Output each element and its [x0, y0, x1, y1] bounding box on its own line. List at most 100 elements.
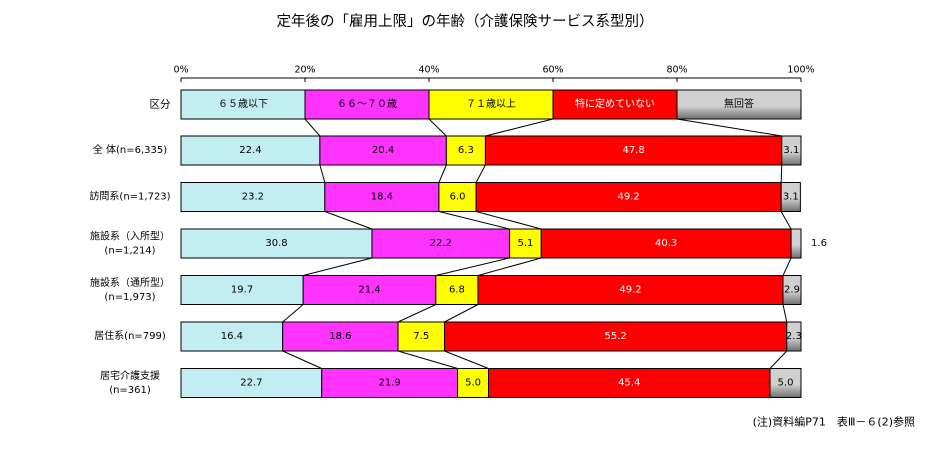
data-label: 19.7 — [231, 285, 253, 296]
bar-segment — [324, 182, 440, 212]
bar-segment — [321, 368, 459, 398]
chart-title: 定年後の「雇用上限」の年齢（介護保険サービス系型別） — [277, 13, 654, 30]
bar-segment — [475, 182, 782, 212]
bar-segment — [769, 368, 802, 398]
data-label: 5.0 — [465, 378, 481, 389]
connector-line — [324, 211, 373, 230]
connector-line — [282, 350, 322, 369]
bar-segment — [435, 275, 479, 305]
connector-line — [676, 118, 782, 137]
x-tick-label: 100% — [787, 65, 814, 76]
legend-swatch — [552, 89, 678, 120]
legend-row-label: 区分 — [150, 99, 171, 111]
connector-line — [780, 164, 783, 183]
legend-entry: ６６～７０歳 — [337, 98, 397, 110]
connector-line — [435, 257, 510, 276]
data-label: 22.7 — [240, 378, 262, 389]
category-label: 施設系（入所型） — [90, 230, 170, 243]
bar-segment — [302, 275, 437, 305]
bar-segment — [457, 368, 490, 398]
connector-line — [769, 350, 788, 369]
bar-segment — [540, 228, 792, 259]
category-label: (n=361) — [109, 385, 151, 396]
x-tick-label: 0% — [173, 65, 188, 76]
x-tick-label: 60% — [542, 65, 563, 76]
connector-line — [428, 118, 447, 137]
data-label: 2.9 — [784, 285, 800, 296]
connector-line — [444, 304, 479, 323]
data-label: 18.4 — [371, 192, 393, 203]
legend-swatch — [180, 89, 306, 120]
category-label: (n=1,214) — [104, 246, 155, 257]
bar-segment — [781, 135, 802, 166]
connector-line — [304, 118, 321, 137]
data-label: 3.1 — [783, 192, 799, 203]
bar-segment — [180, 368, 323, 398]
category-label: 居宅介護支援 — [100, 369, 160, 382]
data-label: 22.2 — [430, 238, 452, 249]
data-label: 23.2 — [242, 192, 264, 203]
data-label: 6.0 — [450, 192, 466, 203]
connector-line — [282, 304, 304, 323]
data-label: 21.4 — [358, 285, 380, 296]
connector-line — [782, 257, 792, 276]
legend-swatch — [304, 89, 430, 120]
connector-line — [444, 350, 489, 369]
data-label: 1.6 — [811, 238, 827, 249]
connector-line — [438, 211, 510, 230]
data-label: 20.4 — [372, 145, 394, 156]
connector-line — [485, 118, 554, 137]
connector-line — [303, 257, 373, 276]
data-label: 6.3 — [458, 145, 474, 156]
connector-line — [475, 211, 542, 230]
legend-entry: ６５歳以下 — [218, 98, 268, 110]
data-label: 55.2 — [604, 331, 626, 342]
connector-line — [477, 257, 542, 276]
connector-line — [780, 211, 792, 230]
bar-segment — [790, 228, 802, 259]
data-label: 7.5 — [413, 331, 429, 342]
category-label: 施設系（通所型） — [90, 276, 170, 289]
connector-line — [782, 304, 788, 323]
legend-swatch — [428, 89, 554, 120]
bar-segment — [180, 275, 304, 305]
data-label: 3.1 — [783, 145, 799, 156]
category-label: 居住系(n=799) — [94, 329, 166, 342]
data-label: 47.8 — [622, 145, 644, 156]
legend-swatch — [676, 89, 802, 120]
source-note: (注)資料編P71 表Ⅲ－６(2)参照 — [753, 415, 915, 429]
bar-segment — [484, 135, 783, 166]
connector-line — [397, 304, 437, 323]
bar-segment — [371, 228, 511, 259]
category-label: (n=1,973) — [104, 292, 155, 303]
connector-line — [475, 164, 486, 183]
connector-line — [438, 164, 447, 183]
x-tick-label: 40% — [418, 65, 439, 76]
bar-segment — [180, 182, 326, 212]
data-label: 16.4 — [221, 331, 243, 342]
bar-segment — [282, 321, 399, 352]
bar-segment — [782, 275, 802, 305]
bar-segment — [488, 368, 771, 398]
bar-segment — [180, 135, 321, 166]
bar-segment — [180, 321, 284, 352]
legend-entry: ７１歳以上 — [466, 98, 516, 110]
bar-segment — [180, 228, 373, 259]
connector-line — [397, 350, 458, 369]
data-label: 2.3 — [786, 331, 802, 342]
bar-segment — [509, 228, 542, 259]
data-label: 22.4 — [239, 145, 261, 156]
data-label: 49.2 — [619, 285, 641, 296]
legend-entry: 無回答 — [724, 97, 754, 110]
data-label: 5.1 — [517, 238, 533, 249]
legend-entry: 特に定めていない — [575, 97, 655, 110]
category-label: 訪問系(n=1,723) — [89, 190, 170, 203]
data-label: 21.9 — [378, 378, 400, 389]
category-label: 全 体(n=6,335) — [93, 143, 167, 156]
data-label: 40.3 — [655, 238, 677, 249]
data-label: 30.8 — [265, 238, 287, 249]
bar-segment — [780, 182, 801, 212]
x-tick-label: 20% — [294, 65, 315, 76]
